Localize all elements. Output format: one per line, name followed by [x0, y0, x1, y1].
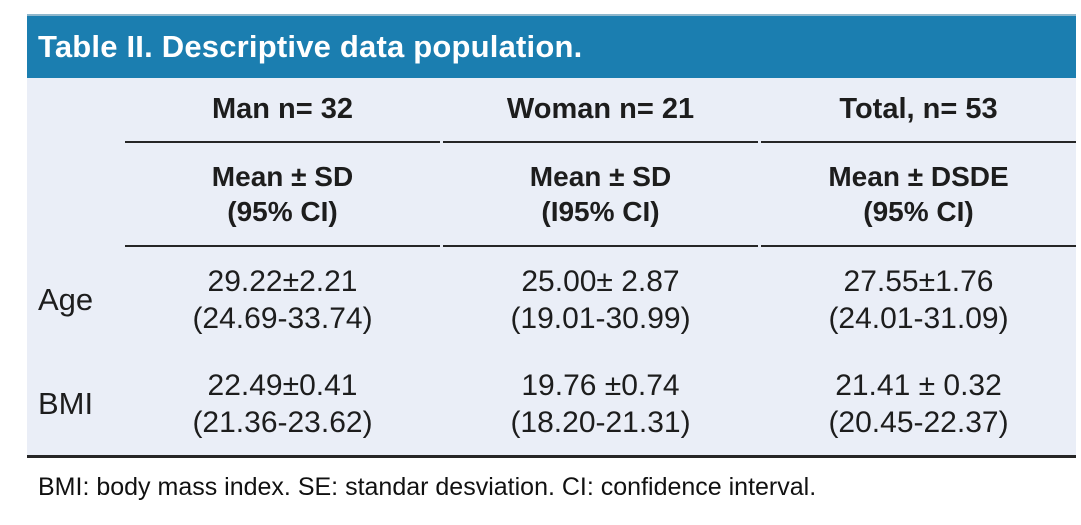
cell-bmi-woman: 19.76 ±0.74 (18.20-21.31): [443, 352, 758, 455]
ci-value: (24.01-31.09): [828, 301, 1009, 335]
table-title: Table II. Descriptive data population.: [38, 29, 583, 64]
ci-value: (20.45-22.37): [828, 405, 1009, 439]
subheader-man: Mean ± SD (95% CI): [125, 143, 440, 247]
descriptive-table: Man n= 32 Woman n= 21 Total, n= 53 Mean …: [27, 78, 1076, 458]
ci-header: (95% CI): [863, 196, 974, 227]
column-header-man: Man n= 32: [125, 78, 440, 143]
mean-sd-header: Mean ± SD: [529, 161, 672, 192]
ci-value: (19.01-30.99): [510, 301, 691, 335]
table-title-bar: Table II. Descriptive data population.: [27, 14, 1076, 78]
column-header-total: Total, n= 53: [761, 78, 1076, 143]
ci-value: (24.69-33.74): [192, 301, 373, 335]
row-label-bmi: BMI: [38, 385, 94, 421]
cell-bmi-total: 21.41 ± 0.32 (20.45-22.37): [761, 352, 1076, 455]
subheader-woman: Mean ± SD (I95% CI): [443, 143, 758, 247]
cell-bmi-man: 22.49±0.41 (21.36-23.62): [125, 352, 440, 455]
cell-age-woman: 25.00± 2.87 (19.01-30.99): [443, 247, 758, 352]
mean-sd-header: Mean ± DSDE: [828, 161, 1009, 192]
table-grid: Man n= 32 Woman n= 21 Total, n= 53 Mean …: [27, 78, 1076, 455]
ci-header: (I95% CI): [541, 196, 660, 227]
ci-header: (95% CI): [227, 196, 338, 227]
column-header-woman: Woman n= 21: [443, 78, 758, 143]
ci-value: (18.20-21.31): [510, 405, 691, 439]
subheader-spacer-cell: [27, 143, 122, 247]
mean-sd-value: 25.00± 2.87: [521, 264, 680, 298]
subheader-total: Mean ± DSDE (95% CI): [761, 143, 1076, 247]
table-footnote: BMI: body mass index. SE: standar desvia…: [38, 473, 817, 501]
mean-sd-value: 22.49±0.41: [207, 368, 358, 402]
mean-sd-value: 21.41 ± 0.32: [835, 368, 1002, 402]
mean-sd-header: Mean ± SD: [211, 161, 354, 192]
ci-value: (21.36-23.62): [192, 405, 373, 439]
row-label-age: Age: [38, 281, 94, 317]
mean-sd-value: 27.55±1.76: [843, 264, 994, 298]
cell-age-total: 27.55±1.76 (24.01-31.09): [761, 247, 1076, 352]
cell-age-man: 29.22±2.21 (24.69-33.74): [125, 247, 440, 352]
mean-sd-value: 19.76 ±0.74: [521, 368, 680, 402]
corner-cell: [27, 78, 122, 143]
mean-sd-value: 29.22±2.21: [207, 264, 358, 298]
